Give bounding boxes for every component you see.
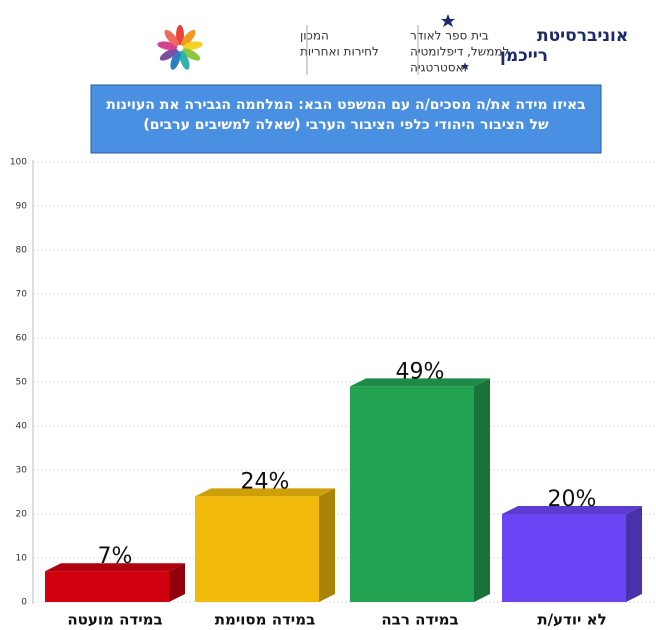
bar-top <box>195 488 335 497</box>
value-label: 24% <box>241 469 290 494</box>
chart-title: של הציבור היהודי כלפי הציבור הערבי (שאלה… <box>143 117 549 133</box>
value-label: 49% <box>396 359 445 384</box>
institute-logo <box>157 25 203 70</box>
bar-top <box>45 563 185 572</box>
x-tick-label: לא יודע/ת <box>537 611 606 629</box>
university-text: אוניברסיטת <box>537 26 628 46</box>
y-tick-label: 40 <box>16 422 28 432</box>
value-label: 20% <box>548 487 597 512</box>
logo-star <box>441 14 455 27</box>
bar <box>350 378 490 602</box>
logo-star <box>461 62 469 70</box>
bar-front <box>195 496 319 602</box>
y-tick-label: 100 <box>10 158 27 168</box>
title-box <box>90 84 602 154</box>
y-tick-label: 90 <box>16 202 28 212</box>
bar-side <box>319 488 335 602</box>
school-text: בית ספר לאודר <box>410 29 489 43</box>
value-label: 7% <box>98 544 133 569</box>
bar-side <box>474 378 490 602</box>
y-tick-label: 70 <box>16 290 28 300</box>
y-tick-label: 0 <box>21 598 27 608</box>
x-tick-label: במידה מועטה <box>67 611 162 629</box>
bar-front <box>350 386 474 602</box>
y-tick-label: 10 <box>16 554 28 564</box>
bar <box>45 563 185 602</box>
y-tick-label: 80 <box>16 246 28 256</box>
y-tick-label: 20 <box>16 510 28 520</box>
bar-top <box>350 378 490 387</box>
y-tick-label: 50 <box>16 378 28 388</box>
y-tick-label: 30 <box>16 466 28 476</box>
bar-side <box>169 563 185 602</box>
institute-text: המכון <box>300 29 329 43</box>
bar-top <box>502 506 642 514</box>
x-tick-label: במידה רבה <box>381 611 458 629</box>
bar <box>195 488 335 602</box>
university-text: רייכמן <box>500 46 548 66</box>
school-text: לממשל, דיפלומטיה <box>410 45 509 59</box>
bar-front <box>502 514 626 602</box>
chart-title: באיזו מידה את/ה מסכים/ה עם המשפט הבא: המ… <box>106 97 585 113</box>
school-text: ואסטרטגיה <box>410 61 467 75</box>
institute-text: לחירות ואחריות <box>300 45 379 59</box>
y-tick-label: 60 <box>16 334 28 344</box>
bar-side <box>626 506 642 602</box>
bar-front <box>45 571 169 602</box>
bar <box>502 506 642 602</box>
x-tick-label: במידה מסוימת <box>215 611 315 629</box>
